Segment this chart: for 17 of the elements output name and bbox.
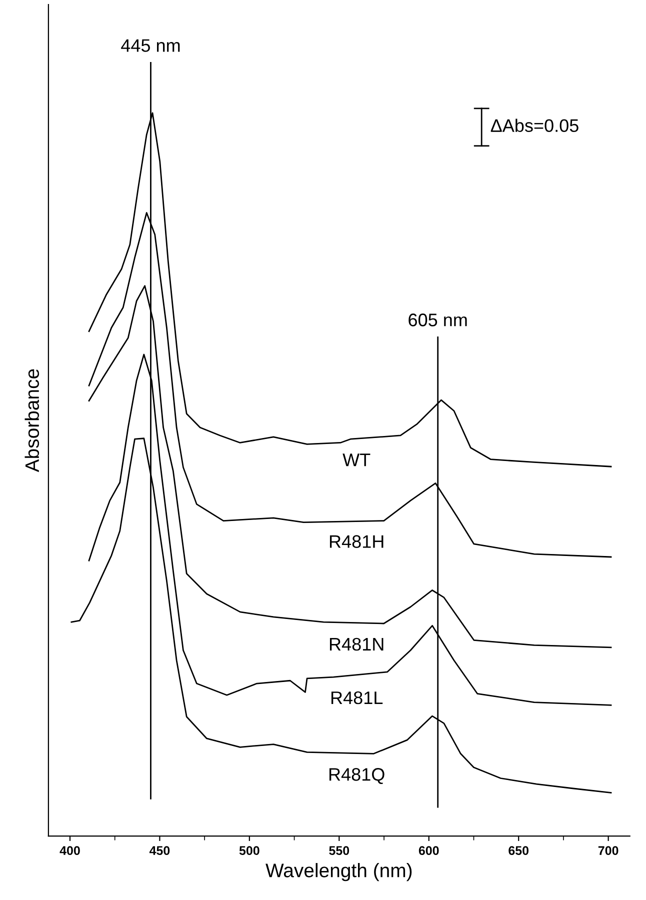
series-label: R481Q <box>329 768 384 784</box>
series-label: WT <box>342 454 370 466</box>
x-tick-label: 400 <box>60 846 80 856</box>
ref-line-label: 605 nm <box>408 314 467 326</box>
series-label: R481L <box>331 691 383 704</box>
x-tick-label: 450 <box>149 846 170 856</box>
annotation: ΔAbs=0.05 <box>490 118 578 132</box>
x-axis-title: Wavelength (nm) <box>266 863 412 882</box>
x-tick-label: 600 <box>418 846 439 856</box>
y-axis-title: Absorbance <box>24 369 40 472</box>
series-label: R481H <box>330 535 384 548</box>
x-tick-label: 650 <box>508 846 529 856</box>
series-label: R481N <box>330 638 384 651</box>
x-tick-label: 700 <box>598 846 618 856</box>
x-tick-label: 550 <box>329 846 350 856</box>
x-tick-label: 500 <box>239 846 260 856</box>
ref-line-label: 445 nm <box>121 39 180 52</box>
